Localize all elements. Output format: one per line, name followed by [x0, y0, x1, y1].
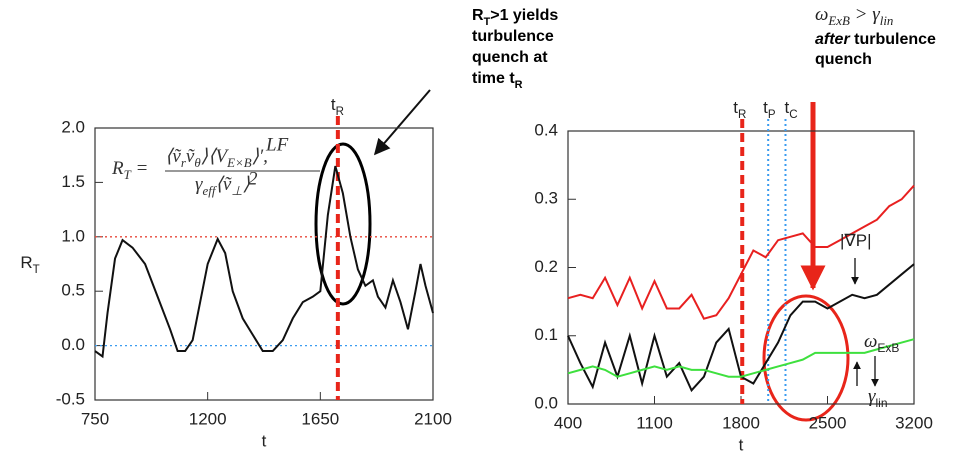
annotation-line: turbulence [472, 28, 554, 45]
series-name: |∇P| [840, 231, 872, 250]
x-tick-label: 2100 [414, 409, 452, 428]
series-name: γ [868, 386, 876, 407]
series-label: ωExB [864, 331, 899, 355]
y-tick-label: 0.4 [534, 120, 558, 139]
x-axis-label: t [262, 431, 267, 450]
subscript: E×B [226, 155, 252, 170]
annotation-line: ωExB > γlin [815, 4, 893, 28]
formula-superscript: LF [265, 134, 289, 155]
formula-denominator: γeff⟨ṽ⊥⟩ [195, 174, 251, 198]
text-segment: quench at [472, 49, 548, 66]
x-tick-label: 1100 [636, 413, 673, 432]
series-label: γlin [868, 386, 888, 410]
y-tick-label: 0.0 [534, 393, 558, 412]
subscript: R [738, 109, 746, 121]
text-segment: ṽ [186, 146, 195, 167]
x-tick-label: 3200 [895, 413, 933, 432]
x-tick-label: 400 [554, 413, 582, 432]
subscript: lin [876, 396, 888, 410]
subscript: T [124, 167, 132, 182]
y-tick-label: 0.0 [61, 335, 85, 354]
annotation-line: quench [815, 51, 872, 68]
event-label: tP [763, 98, 776, 121]
text-segment: R [111, 158, 124, 179]
text-segment: ⟩′, [252, 146, 268, 167]
x-axis-label: t [739, 435, 744, 454]
x-tick-label: 1650 [301, 409, 339, 428]
y-tick-label: 0.2 [534, 257, 558, 276]
text-segment: time t [472, 70, 515, 87]
y-tick-label: 0.3 [534, 189, 558, 208]
text-segment: R [472, 7, 484, 24]
subscript: P [768, 109, 776, 121]
y-tick-label: 1.5 [61, 172, 85, 191]
subscript: eff [203, 183, 218, 198]
event-label: tR [733, 98, 746, 121]
y-tick-label: 0.5 [61, 281, 85, 300]
subscript: lin [880, 13, 894, 28]
subscript: ExB [827, 13, 850, 28]
formula-numerator: ⟨ṽrṽθ⟩⟨VE×B⟩′, [165, 146, 268, 170]
annotation-line: RT>1 yields [472, 7, 558, 28]
text-segment: ⟩⟨V [201, 146, 230, 167]
emphasis: after [815, 31, 850, 48]
y-axis-label: RT [20, 253, 39, 276]
annotation-line: quench at [472, 49, 548, 66]
text-segment: = [131, 158, 149, 179]
data-line [567, 338, 915, 378]
text-segment: t [733, 98, 738, 117]
subscript: ExB [877, 341, 899, 355]
subscript: T [33, 264, 40, 276]
highlight-ellipse [762, 294, 850, 422]
series-label: |∇P| [840, 231, 872, 250]
subscript: R [336, 106, 344, 118]
data-line [94, 165, 434, 359]
series-name: ω [864, 331, 877, 352]
y-tick-label: 1.0 [61, 226, 85, 245]
text-segment: R [20, 253, 32, 272]
subscript: C [789, 109, 797, 121]
annotation-line: after turbulence [815, 31, 936, 48]
text-segment: turbulence [850, 31, 936, 48]
text-segment: >1 yields [490, 7, 558, 24]
x-tick-label: 1800 [722, 413, 760, 432]
text-segment: ⟨ṽ [165, 146, 181, 167]
annotation-arrow [373, 89, 431, 156]
text-segment: > γ [850, 4, 880, 25]
subscript: r [181, 155, 187, 170]
text-segment: t [784, 98, 789, 117]
subscript: R [515, 79, 523, 91]
text-segment: ⟩ [243, 174, 251, 195]
subscript: T [484, 16, 491, 28]
y-tick-label: 2.0 [61, 117, 85, 136]
text-segment: ⟨ṽ [215, 174, 231, 195]
subscript: θ [194, 155, 201, 170]
x-tick-label: 1200 [189, 409, 227, 428]
x-tick-label: 750 [81, 409, 109, 428]
y-tick-label: -0.5 [56, 389, 85, 408]
formula-superscript: 2 [248, 168, 258, 189]
text-segment: t [331, 95, 336, 114]
text-segment: turbulence [472, 28, 554, 45]
text-segment: ω [815, 4, 828, 25]
highlight-ellipse [314, 142, 372, 306]
formula-lhs: RT = [111, 158, 148, 182]
subscript: ⊥ [231, 183, 242, 198]
plot-frame [94, 127, 434, 401]
annotation-line: time tR [472, 70, 523, 91]
x-tick-label: 2500 [809, 413, 847, 432]
data-line [567, 184, 915, 320]
text-segment: γ [195, 174, 203, 195]
event-label: tC [784, 98, 797, 121]
event-label: tR [331, 95, 344, 118]
text-segment: t [763, 98, 768, 117]
y-tick-label: 0.1 [534, 325, 558, 344]
